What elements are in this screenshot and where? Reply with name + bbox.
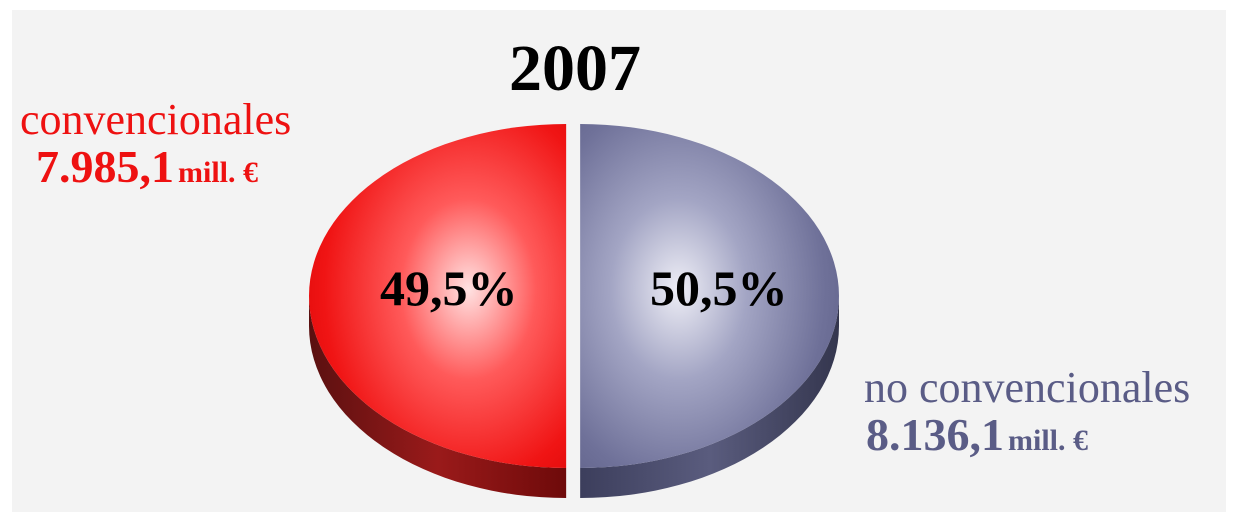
- slice-category-no-convencionales: no convencionales: [864, 363, 1191, 412]
- slice-amount-unit: mill. €: [1008, 424, 1088, 458]
- slice-percent-convencionales: 49,5%: [380, 260, 518, 316]
- slice-no-convencionales: [580, 124, 840, 498]
- slice-no-convencionales-side: [580, 296, 840, 498]
- chart-title: 2007: [509, 32, 641, 105]
- slice-amount-value: 8.136,1: [866, 409, 1004, 461]
- slice-convencionales-top: [309, 124, 567, 468]
- slice-no-convencionales-top: [580, 124, 839, 468]
- slice-category-convencionales: convencionales: [20, 95, 292, 144]
- slice-amount-convencionales: 7.985,1 mill. €: [20, 143, 291, 191]
- slice-label-no-convencionales: no convencionales 8.136,1 mill. €: [864, 363, 1191, 459]
- slice-convencionales: [309, 124, 567, 498]
- slice-convencionales-side: [309, 296, 567, 498]
- slice-amount-unit: mill. €: [178, 156, 258, 190]
- slice-label-convencionales: convencionales 7.985,1 mill. €: [20, 95, 292, 191]
- slice-amount-no-convencionales: 8.136,1 mill. €: [864, 411, 1190, 459]
- pie-slices: [309, 124, 840, 498]
- slice-amount-value: 7.985,1: [36, 141, 174, 193]
- slice-percent-no-convencionales: 50,5%: [650, 260, 788, 316]
